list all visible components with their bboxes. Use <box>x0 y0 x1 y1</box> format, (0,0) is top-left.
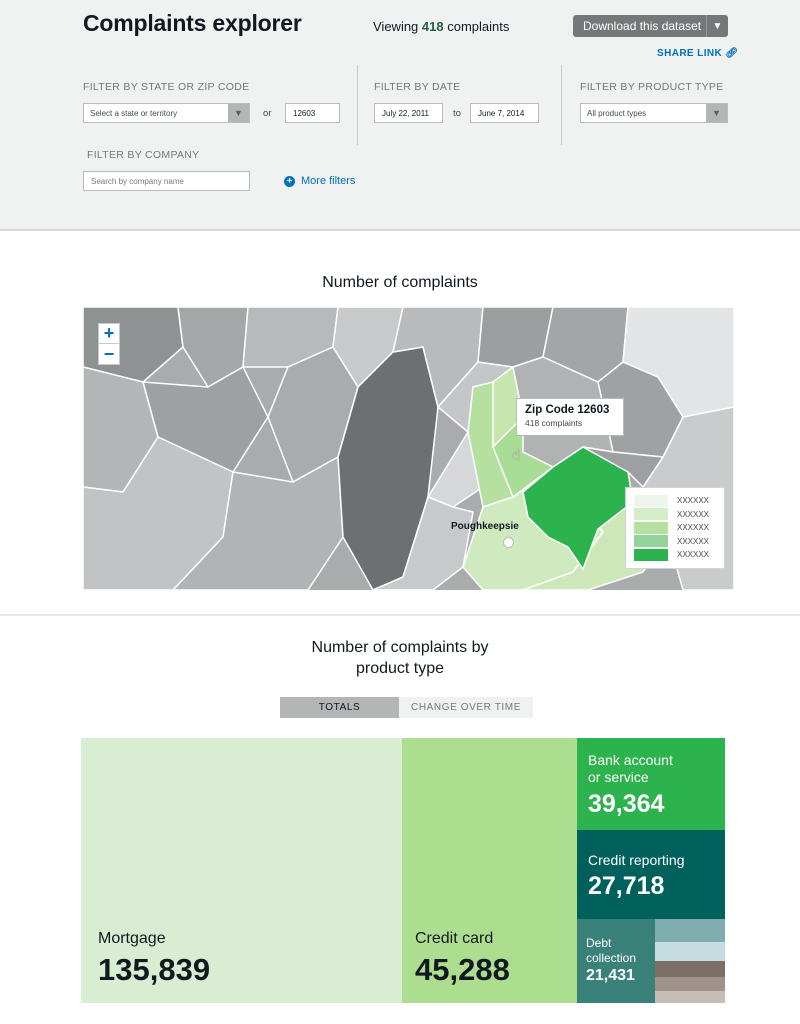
legend-label: XXXXXX <box>677 523 710 533</box>
filter-panel: Complaints explorer Viewing 418 complain… <box>0 0 800 231</box>
state-filter-label: FILTER BY STATE OR ZIP CODE <box>83 81 250 93</box>
tooltip-count: 418 complaints <box>525 418 583 428</box>
treemap-cell-bank-account[interactable]: Bank account or service 39,364 <box>577 738 725 830</box>
viewing-count-text: Viewing 418 complaints <box>373 19 510 34</box>
legend-label: XXXXXX <box>677 550 710 560</box>
product-type-select[interactable]: All product types ▼ <box>580 103 728 123</box>
city-marker <box>503 537 514 548</box>
plus-circle-icon: + <box>284 175 295 187</box>
map-title: Number of complaints <box>322 274 478 291</box>
legend-label: XXXXXX <box>677 509 710 519</box>
treemap-cell-other[interactable] <box>655 919 725 942</box>
treemap-cell-credit-reporting[interactable]: Credit reporting 27,718 <box>577 830 725 919</box>
map-legend: XXXXXX XXXXXX XXXXXX XXXXXX XXXXXX <box>625 487 725 569</box>
legend-row: XXXXXX <box>634 494 716 508</box>
product-filter-label: FILTER BY PRODUCT TYPE <box>580 81 724 93</box>
share-link[interactable]: SHARE LINK 🔗︎ <box>657 48 739 59</box>
treemap-cell-other[interactable] <box>655 977 725 991</box>
to-text: to <box>453 108 461 119</box>
legend-row: XXXXXX <box>634 521 716 535</box>
zoom-out-button[interactable]: − <box>103 343 115 364</box>
date-from-input[interactable]: July 22, 2011 <box>374 103 443 123</box>
company-search-input[interactable]: Search by company name <box>83 171 250 191</box>
company-filter-label: FILTER BY COMPANY <box>87 149 200 161</box>
legend-swatch <box>634 535 668 548</box>
legend-row: XXXXXX <box>634 548 716 562</box>
treemap-cell-credit-card[interactable]: Credit card 45,288 <box>402 738 577 1003</box>
legend-swatch <box>634 508 668 521</box>
more-filters-link[interactable]: + More filters <box>284 175 355 187</box>
treemap-cell-other[interactable] <box>655 991 725 1003</box>
tooltip-title: Zip Code 12603 <box>525 404 610 416</box>
download-dataset-button[interactable]: Download this dataset ▼ <box>573 15 728 37</box>
product-section-title: Number of complaints by product type <box>311 639 489 677</box>
tab-totals[interactable]: TOTALS <box>280 697 399 718</box>
state-select[interactable]: Select a state or territory ▼ <box>83 103 250 123</box>
treemap-cell-other[interactable] <box>655 942 725 961</box>
chevron-down-icon: ▼ <box>228 104 249 122</box>
legend-swatch <box>634 521 668 534</box>
legend-swatch <box>634 548 668 561</box>
zoom-in-button[interactable]: + <box>99 323 119 344</box>
map-region <box>172 456 344 590</box>
zoom-control: + − <box>98 323 120 365</box>
legend-label: XXXXXX <box>677 496 710 506</box>
map-regions[interactable] <box>83 307 734 590</box>
tab-change-over-time[interactable]: CHANGE OVER TIME <box>399 697 533 718</box>
choropleth-map[interactable] <box>83 307 734 590</box>
or-text: or <box>263 108 272 119</box>
section-divider <box>0 614 800 616</box>
chevron-down-icon[interactable]: ▼ <box>706 15 728 37</box>
treemap-cell-mortgage[interactable]: Mortgage 135,839 <box>81 738 402 1003</box>
map-region <box>372 496 474 590</box>
product-treemap: Mortgage 135,839 Credit card 45,288 Bank… <box>81 738 725 1003</box>
divider <box>561 65 562 145</box>
city-label: Poughkeepsie <box>451 521 519 532</box>
legend-row: XXXXXX <box>634 535 716 549</box>
treemap-cell-debt-collection[interactable]: Debt collection 21,431 <box>577 919 655 1003</box>
divider <box>357 65 358 145</box>
zip-code-input[interactable]: 12603 <box>285 103 340 123</box>
legend-row: XXXXXX <box>634 508 716 522</box>
map-region <box>582 446 664 488</box>
page-title: Complaints explorer <box>83 10 302 36</box>
legend-swatch <box>634 494 668 507</box>
chevron-down-icon: ▼ <box>706 104 727 122</box>
complaint-count: 418 <box>421 19 444 34</box>
view-toggle: TOTALS CHANGE OVER TIME <box>280 697 533 718</box>
link-icon: 🔗︎ <box>725 48 739 59</box>
date-filter-label: FILTER BY DATE <box>374 81 461 93</box>
hand-cursor-icon: ☝ <box>512 446 521 462</box>
date-to-input[interactable]: June 7, 2014 <box>470 103 539 123</box>
map-tooltip: Zip Code 12603 418 complaints <box>516 398 624 436</box>
treemap-cell-other[interactable] <box>655 961 725 977</box>
legend-label: XXXXXX <box>677 536 710 546</box>
